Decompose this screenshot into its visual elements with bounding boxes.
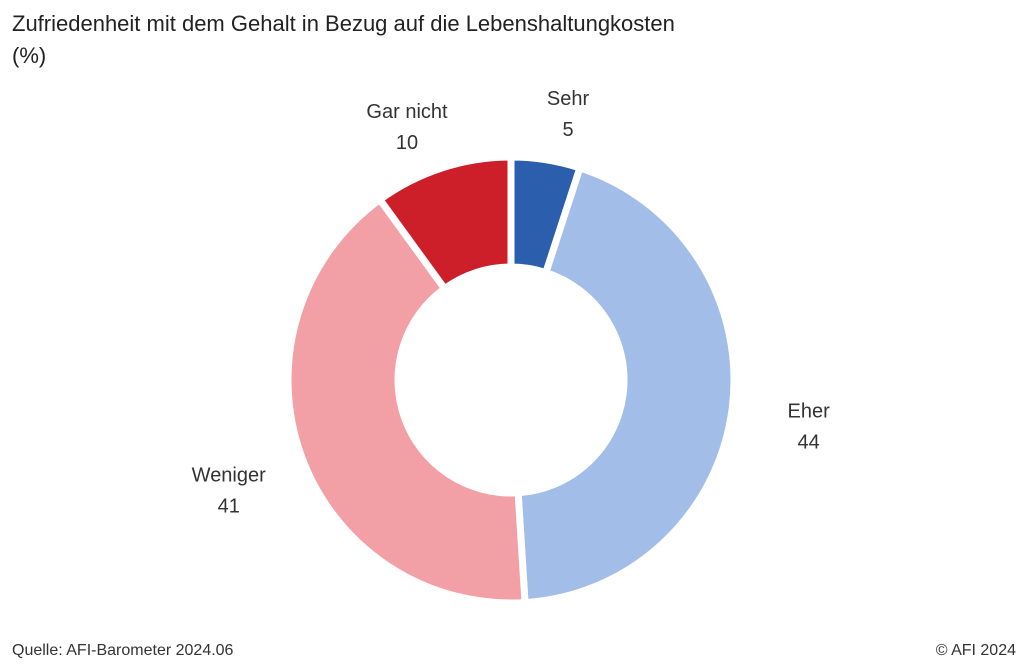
subtitle-text: (%) bbox=[12, 43, 47, 68]
slice-category-label: Gar nicht bbox=[366, 101, 448, 123]
slice-weniger bbox=[284, 194, 529, 607]
chart-title: Zufriedenheit mit dem Gehalt in Bezug au… bbox=[12, 8, 675, 72]
slice-category-label: Eher bbox=[788, 401, 831, 423]
slice-category-label: Sehr bbox=[547, 88, 590, 110]
slice-value-label: 5 bbox=[562, 119, 573, 141]
slice-eher bbox=[514, 163, 738, 607]
slice-gar-nicht bbox=[375, 153, 515, 294]
copyright: © AFI 2024 bbox=[935, 642, 1016, 659]
slice-value-label: 41 bbox=[218, 496, 240, 518]
title-text: Zufriedenheit mit dem Gehalt in Bezug au… bbox=[12, 11, 675, 36]
source-note: Quelle: AFI-Barometer 2024.06 bbox=[12, 642, 234, 659]
slice-value-label: 10 bbox=[396, 132, 418, 154]
slice-value-label: 44 bbox=[798, 432, 820, 454]
slice-category-label: Weniger bbox=[192, 465, 266, 487]
